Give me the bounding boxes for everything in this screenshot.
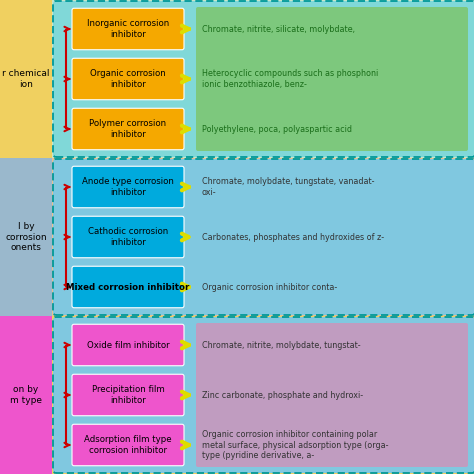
- Text: Precipitation film
inhibitor: Precipitation film inhibitor: [91, 385, 164, 405]
- Text: Chromate, molybdate, tungstate, vanadat-
oxi-: Chromate, molybdate, tungstate, vanadat-…: [202, 177, 374, 197]
- FancyBboxPatch shape: [72, 8, 184, 50]
- Text: Mixed corrosion inhibitor: Mixed corrosion inhibitor: [66, 283, 190, 292]
- Text: Adsorption film type
corrosion inhibitor: Adsorption film type corrosion inhibitor: [84, 435, 172, 455]
- Bar: [0, 158, 52, 316]
- Text: l by
corrosion
onents: l by corrosion onents: [5, 222, 47, 252]
- Text: Oxide film inhibitor: Oxide film inhibitor: [87, 340, 169, 349]
- FancyBboxPatch shape: [196, 165, 468, 309]
- FancyBboxPatch shape: [72, 324, 184, 366]
- Bar: [0, 158, 474, 316]
- Text: r chemical
ion: r chemical ion: [2, 69, 50, 89]
- Bar: [0, 0, 474, 158]
- FancyBboxPatch shape: [53, 1, 474, 157]
- Text: Organic corrosion
inhibitor: Organic corrosion inhibitor: [90, 69, 166, 89]
- FancyBboxPatch shape: [72, 424, 184, 466]
- FancyBboxPatch shape: [72, 374, 184, 416]
- Text: Carbonates, phosphates and hydroxides of z-: Carbonates, phosphates and hydroxides of…: [202, 233, 384, 241]
- Text: Polymer corrosion
inhibitor: Polymer corrosion inhibitor: [90, 119, 166, 139]
- Bar: [0, 316, 474, 474]
- FancyBboxPatch shape: [72, 216, 184, 258]
- Text: Polyethylene, poca, polyaspartic acid: Polyethylene, poca, polyaspartic acid: [202, 125, 352, 134]
- Text: Anode type corrosion
inhibitor: Anode type corrosion inhibitor: [82, 177, 174, 197]
- FancyBboxPatch shape: [72, 166, 184, 208]
- FancyBboxPatch shape: [72, 108, 184, 150]
- Text: Heterocyclic compounds such as phosphoni
ionic benzothiazole, benz-: Heterocyclic compounds such as phosphoni…: [202, 69, 378, 89]
- Text: on by
m type: on by m type: [10, 385, 42, 405]
- Bar: [0, 0, 52, 158]
- Text: Zinc carbonate, phosphate and hydroxi-: Zinc carbonate, phosphate and hydroxi-: [202, 391, 363, 400]
- FancyBboxPatch shape: [196, 323, 468, 467]
- FancyBboxPatch shape: [53, 317, 474, 473]
- Text: Organic corrosion inhibitor containing polar
metal surface, physical adsorption : Organic corrosion inhibitor containing p…: [202, 430, 389, 460]
- Text: Cathodic corrosion
inhibitor: Cathodic corrosion inhibitor: [88, 228, 168, 246]
- Text: Inorganic corrosion
inhibitor: Inorganic corrosion inhibitor: [87, 19, 169, 39]
- Text: Organic corrosion inhibitor conta-: Organic corrosion inhibitor conta-: [202, 283, 337, 292]
- FancyBboxPatch shape: [196, 7, 468, 151]
- Bar: [0, 316, 52, 474]
- FancyBboxPatch shape: [53, 159, 474, 315]
- Text: Chromate, nitrite, silicate, molybdate,: Chromate, nitrite, silicate, molybdate,: [202, 25, 355, 34]
- Text: Chromate, nitrite, molybdate, tungstat-: Chromate, nitrite, molybdate, tungstat-: [202, 340, 361, 349]
- FancyBboxPatch shape: [72, 266, 184, 308]
- FancyBboxPatch shape: [72, 58, 184, 100]
